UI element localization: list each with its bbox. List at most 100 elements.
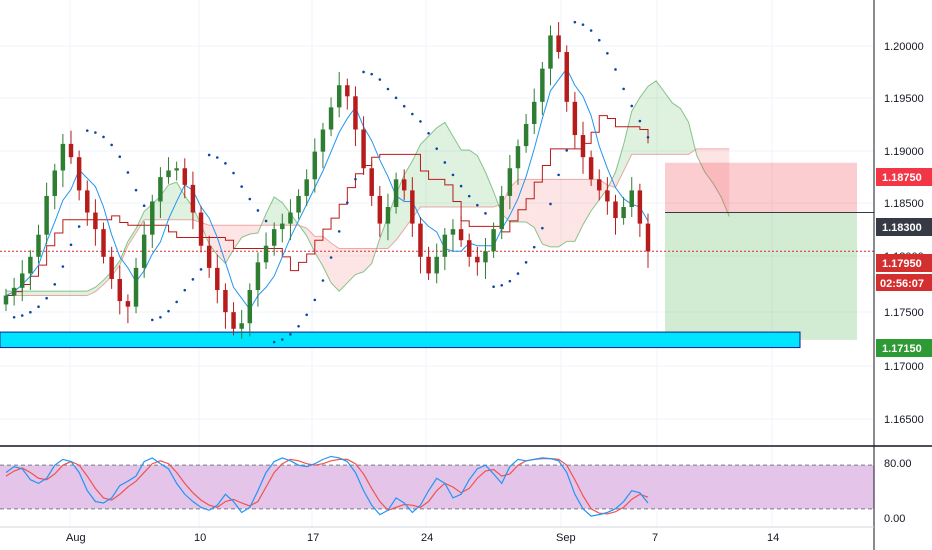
candle-body xyxy=(101,229,106,257)
cloud-segment xyxy=(615,144,624,188)
sar-dot xyxy=(427,132,430,135)
sar-dot xyxy=(29,310,32,314)
time-tick-label: 17 xyxy=(307,532,319,544)
candle-body xyxy=(369,168,374,196)
candle xyxy=(76,150,82,201)
time-tick-label: 14 xyxy=(767,532,779,544)
sar-dot xyxy=(532,245,536,249)
candle xyxy=(93,199,98,246)
candle-body xyxy=(20,273,25,288)
candle-body xyxy=(353,96,358,130)
senkou-span-a xyxy=(6,80,730,292)
candle xyxy=(426,246,431,281)
candle-body xyxy=(393,179,399,208)
cloud-segment xyxy=(233,225,242,250)
sar-dot xyxy=(394,96,398,100)
sar-dot xyxy=(20,314,24,317)
sar-dot xyxy=(646,135,650,139)
cloud-segment xyxy=(217,225,226,264)
candle xyxy=(239,309,244,339)
candle xyxy=(548,25,553,86)
cloud-segment xyxy=(656,80,665,155)
candle xyxy=(450,219,456,252)
sar-dot xyxy=(102,135,105,139)
cloud-segment xyxy=(241,225,250,238)
candle-body xyxy=(44,195,49,235)
candle-body xyxy=(150,201,155,235)
sar-dot xyxy=(614,68,617,71)
sar-dot xyxy=(305,313,308,317)
candle-body xyxy=(637,190,643,224)
candle-body xyxy=(523,123,529,147)
cloud-segment xyxy=(363,248,372,272)
candle xyxy=(483,237,488,279)
candle-body xyxy=(36,234,41,257)
cloud-segment xyxy=(306,228,315,253)
candle xyxy=(597,169,602,201)
candle-body xyxy=(475,256,480,263)
candle-body xyxy=(141,234,147,268)
cloud-segment xyxy=(54,291,63,296)
cloud-segment xyxy=(347,248,356,283)
candle xyxy=(361,116,366,175)
sar-dot xyxy=(118,155,122,158)
cloud-segment xyxy=(184,195,193,220)
cloud-segment xyxy=(444,122,453,208)
candle-body xyxy=(223,290,228,313)
sar-dot xyxy=(167,309,170,313)
cloud-segment xyxy=(713,148,722,198)
candle-body xyxy=(361,129,366,169)
price-tick-label: 1.16500 xyxy=(884,414,924,426)
cloud-segment xyxy=(680,108,689,155)
sar-dot xyxy=(402,104,406,108)
cloud-segment xyxy=(648,80,657,155)
stop-loss-zone xyxy=(665,162,857,213)
candle xyxy=(101,222,106,264)
sar-dot xyxy=(37,305,40,309)
candle xyxy=(645,213,651,268)
candle xyxy=(296,189,301,220)
indicator-lines xyxy=(5,67,649,311)
sar-dot xyxy=(240,185,243,188)
candles[interactable] xyxy=(3,22,651,339)
candle-body xyxy=(215,267,220,291)
candle-body xyxy=(166,170,171,178)
price-tick-label: 1.19000 xyxy=(884,146,924,158)
candle-body xyxy=(239,323,244,329)
candle xyxy=(564,45,569,112)
candle xyxy=(190,171,196,230)
take-profit-zone xyxy=(665,212,857,340)
svg-text:1.18750: 1.18750 xyxy=(882,172,922,184)
sar-dot xyxy=(159,315,162,319)
sar-dot xyxy=(289,333,292,336)
cloud-segment xyxy=(127,228,137,246)
cloud-segment xyxy=(428,127,437,208)
candle-body xyxy=(320,129,326,152)
cloud-segment xyxy=(526,179,535,228)
candle-body xyxy=(426,256,431,274)
sar-dot xyxy=(264,219,268,223)
support-zone xyxy=(0,331,801,349)
candle-body xyxy=(629,190,634,208)
sar-dot xyxy=(321,279,325,282)
cloud-segment xyxy=(30,291,39,296)
tenkan-sen-line xyxy=(5,67,649,311)
sar-dot xyxy=(443,161,447,164)
position-zones xyxy=(0,162,874,349)
candle-body xyxy=(182,168,188,185)
candle xyxy=(385,193,391,241)
stochastic-k-line xyxy=(5,455,649,517)
candle-body xyxy=(76,157,82,191)
candle-body xyxy=(580,135,586,158)
candle-body xyxy=(158,177,163,202)
candle xyxy=(621,197,626,225)
cloud-segment xyxy=(534,179,543,245)
sar-dot xyxy=(622,87,625,91)
candle-body xyxy=(288,212,293,224)
candle xyxy=(418,216,423,274)
candle xyxy=(491,222,496,258)
sar-dot xyxy=(362,70,365,74)
